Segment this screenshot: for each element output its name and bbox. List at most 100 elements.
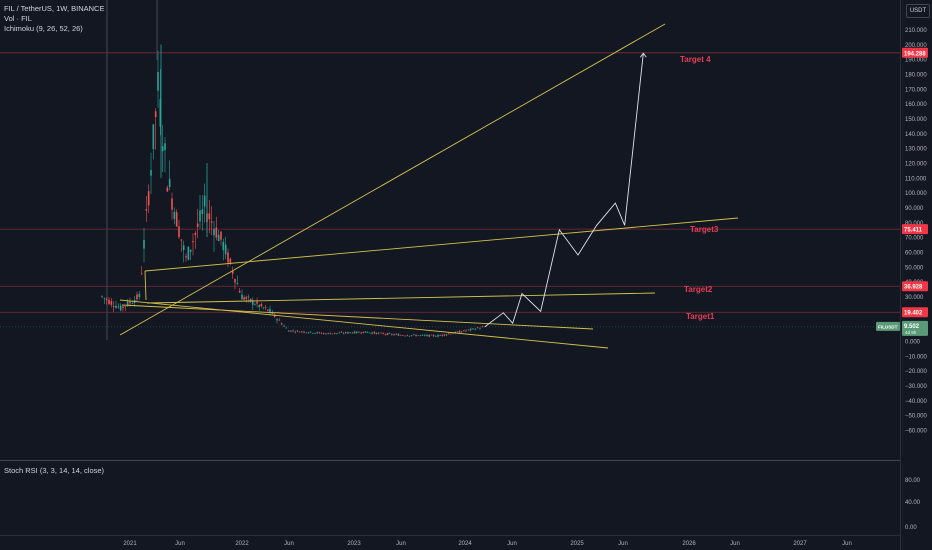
candle-body bbox=[426, 334, 428, 336]
candle-body bbox=[474, 329, 477, 330]
candle-body bbox=[298, 331, 301, 333]
time-axis-tick: 2027 bbox=[793, 541, 807, 547]
stoch-rsi-label[interactable]: Stoch RSI (3, 3, 14, 14, close) bbox=[4, 466, 105, 475]
candle-body bbox=[249, 298, 252, 302]
candle-body bbox=[136, 294, 138, 300]
candle-body bbox=[150, 170, 152, 176]
candle-body bbox=[157, 71, 159, 91]
candle-body bbox=[380, 332, 382, 334]
candle-body bbox=[323, 333, 325, 334]
candle-body bbox=[336, 333, 338, 334]
candle-body bbox=[124, 306, 127, 307]
trendline bbox=[121, 304, 594, 330]
candle-body bbox=[481, 326, 484, 328]
target-label: Target3 bbox=[690, 225, 719, 234]
symbol-title[interactable]: FIL / TetherUS, 1W, BINANCE bbox=[4, 4, 105, 13]
price-axis-tick: −20.000 bbox=[905, 369, 928, 375]
candle-body bbox=[227, 252, 229, 263]
candle-body bbox=[126, 301, 129, 306]
candle-body bbox=[388, 333, 391, 334]
time-axis-tick: Jun bbox=[284, 541, 294, 547]
projection-arrow-head bbox=[639, 52, 647, 58]
candle-body bbox=[278, 319, 281, 321]
candle-body bbox=[280, 323, 283, 325]
candle-body bbox=[247, 296, 250, 298]
candle-body bbox=[465, 330, 467, 332]
candle-body bbox=[301, 331, 303, 333]
candle-body bbox=[283, 325, 285, 327]
candle-body bbox=[452, 333, 454, 334]
candle-body bbox=[243, 297, 245, 300]
candle-body bbox=[285, 327, 288, 329]
candle-body bbox=[129, 301, 131, 304]
candle-body bbox=[269, 309, 271, 312]
time-axis-tick: 2022 bbox=[235, 541, 249, 547]
candle-body bbox=[287, 330, 290, 332]
candle-body bbox=[316, 332, 319, 334]
candle-body bbox=[479, 328, 481, 329]
candle-body bbox=[189, 249, 192, 252]
candle-body bbox=[229, 258, 232, 264]
currency-button[interactable]: USDT bbox=[906, 4, 930, 18]
candle-body bbox=[110, 301, 113, 305]
current-price-badge bbox=[902, 320, 928, 336]
candle-body bbox=[307, 332, 310, 334]
price-badge-label: 36.928 bbox=[904, 285, 923, 291]
volume-indicator-label[interactable]: Vol · FIL bbox=[4, 14, 32, 23]
candle-body bbox=[154, 111, 157, 118]
candle-body bbox=[122, 306, 124, 308]
candle-body bbox=[264, 307, 267, 308]
candle-body bbox=[443, 334, 446, 336]
time-axis-tick: Jun bbox=[618, 541, 628, 547]
candle-body bbox=[408, 335, 411, 337]
candle-body bbox=[199, 210, 201, 222]
candle-body bbox=[159, 98, 162, 127]
stoch-axis-tick: 40.00 bbox=[905, 500, 921, 506]
candle-body bbox=[309, 331, 312, 333]
candle-body bbox=[349, 332, 351, 333]
symbol-badge bbox=[876, 321, 900, 331]
candle-body bbox=[254, 304, 256, 305]
candle-body bbox=[217, 234, 220, 242]
candle-body bbox=[296, 330, 299, 332]
candle-body bbox=[382, 333, 384, 335]
candle-body bbox=[439, 335, 441, 336]
candle-body bbox=[178, 226, 180, 238]
candle-body bbox=[303, 331, 305, 333]
candle-body bbox=[262, 307, 265, 309]
candle-body bbox=[145, 209, 148, 211]
candle-body bbox=[472, 328, 474, 329]
price-axis-tick: −30.000 bbox=[905, 384, 928, 390]
candle-body bbox=[180, 239, 183, 241]
candle-body bbox=[194, 232, 197, 235]
trendline bbox=[146, 292, 656, 304]
current-price-label: 9.502 bbox=[904, 324, 920, 330]
candle-body bbox=[395, 334, 398, 335]
candle-body bbox=[419, 335, 422, 336]
candle-body bbox=[143, 239, 145, 249]
ichimoku-indicator-label[interactable]: Ichimoku (9, 26, 52, 26) bbox=[4, 24, 83, 33]
candle-body bbox=[105, 298, 108, 301]
candle-body bbox=[366, 332, 369, 333]
candle-body bbox=[103, 297, 106, 299]
bar-countdown-label: 4d 9h bbox=[905, 330, 917, 335]
candle-body bbox=[404, 335, 406, 337]
candle-body bbox=[327, 332, 329, 334]
candle-body bbox=[424, 335, 426, 336]
trendline bbox=[144, 270, 147, 301]
price-axis-tick: 130.000 bbox=[905, 147, 927, 153]
candle-body bbox=[171, 198, 173, 210]
candle-body bbox=[437, 335, 439, 337]
candle-body bbox=[476, 327, 479, 329]
candle-body bbox=[360, 332, 362, 334]
candle-body bbox=[377, 332, 380, 334]
candle-body bbox=[415, 335, 417, 337]
candle-body bbox=[241, 294, 243, 300]
candle-body bbox=[347, 332, 349, 334]
candle-body bbox=[454, 331, 457, 334]
candle-body bbox=[305, 332, 308, 334]
candle-body bbox=[344, 332, 347, 333]
candle-body bbox=[234, 278, 236, 283]
